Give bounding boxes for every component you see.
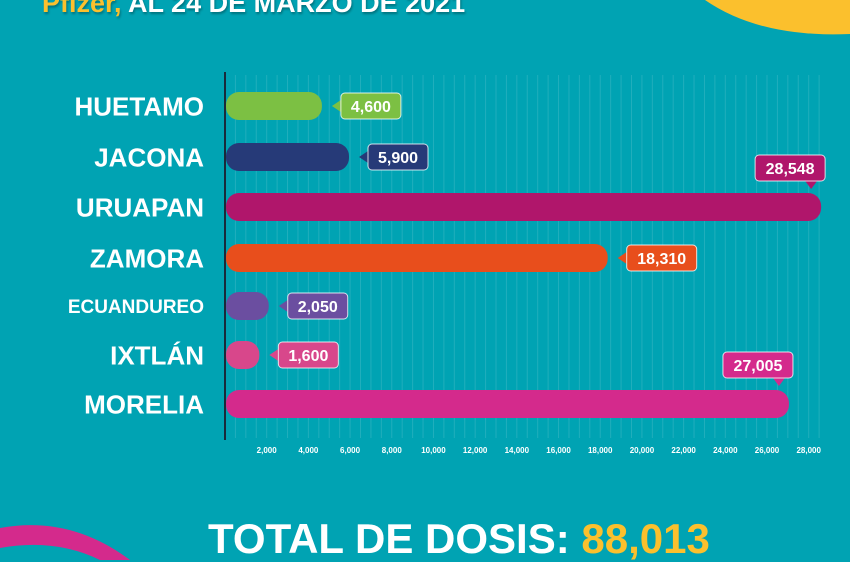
x-tick-label: 22,000 bbox=[671, 446, 696, 455]
category-label: IXTLÁN bbox=[110, 340, 204, 370]
decorative-sun bbox=[705, 0, 850, 35]
callout-pointer bbox=[331, 100, 341, 112]
bar bbox=[226, 292, 269, 320]
bar bbox=[226, 193, 822, 221]
value-callout bbox=[287, 292, 349, 320]
value-callout bbox=[626, 244, 698, 272]
callout-pointer bbox=[617, 252, 627, 264]
callout-pointer bbox=[805, 181, 818, 189]
x-tick-label: 18,000 bbox=[588, 446, 613, 455]
callout-pointer bbox=[278, 300, 288, 312]
x-tick-label: 16,000 bbox=[546, 446, 571, 455]
x-tick-label: 20,000 bbox=[630, 446, 655, 455]
callout-pointer bbox=[772, 378, 785, 386]
bar-chart: 2,000 4,000 6,000 8,000 10,000 12,000 14,000 16… bbox=[68, 72, 826, 455]
total-doses: TOTAL DE DOSIS: 88,013 bbox=[208, 518, 710, 560]
title-date: AL 24 DE MARZO DE 2021 bbox=[121, 0, 466, 18]
callout-pointer bbox=[358, 151, 368, 163]
category-label: ZAMORA bbox=[90, 243, 204, 273]
bar bbox=[226, 143, 349, 171]
total-value: 88,013 bbox=[581, 515, 710, 562]
x-tick-label: 14,000 bbox=[505, 446, 530, 455]
bar bbox=[226, 341, 260, 369]
category-label: HUETAMO bbox=[74, 91, 204, 121]
x-tick-label: 8,000 bbox=[382, 446, 403, 455]
value-label: 18,310 bbox=[637, 251, 686, 268]
value-callout bbox=[754, 154, 826, 182]
value-label: 5,900 bbox=[378, 150, 418, 167]
page-title: Pfizer, AL 24 DE MARZO DE 2021 bbox=[42, 0, 465, 19]
bar bbox=[226, 244, 608, 272]
value-callout bbox=[367, 143, 429, 171]
category-label: MORELIA bbox=[84, 389, 204, 419]
value-label: 27,005 bbox=[733, 358, 782, 375]
x-tick-label: 28,000 bbox=[796, 446, 821, 455]
x-tick-label: 2,000 bbox=[257, 446, 278, 455]
bar bbox=[226, 92, 322, 120]
decorative-arc bbox=[0, 525, 130, 560]
x-tick-label: 24,000 bbox=[713, 446, 738, 455]
category-label: URUAPAN bbox=[76, 192, 204, 222]
value-label: 4,600 bbox=[351, 99, 391, 116]
value-label: 1,600 bbox=[288, 348, 328, 365]
x-tick-label: 12,000 bbox=[463, 446, 488, 455]
callout-pointer bbox=[269, 349, 279, 361]
title-brand: Pfizer, bbox=[42, 0, 122, 18]
total-label: TOTAL DE DOSIS: bbox=[208, 515, 570, 562]
x-tick-label: 10,000 bbox=[421, 446, 446, 455]
category-label: JACONA bbox=[94, 142, 204, 172]
bar bbox=[226, 390, 789, 418]
x-tick-label: 6,000 bbox=[340, 446, 361, 455]
x-tick-label: 26,000 bbox=[755, 446, 780, 455]
value-callout bbox=[340, 92, 402, 120]
value-callout bbox=[722, 351, 794, 379]
value-label: 28,548 bbox=[766, 161, 815, 178]
category-label: ECUANDUREO bbox=[68, 297, 204, 318]
x-tick-label: 4,000 bbox=[298, 446, 319, 455]
value-callout bbox=[277, 341, 339, 369]
value-label: 2,050 bbox=[298, 299, 338, 316]
